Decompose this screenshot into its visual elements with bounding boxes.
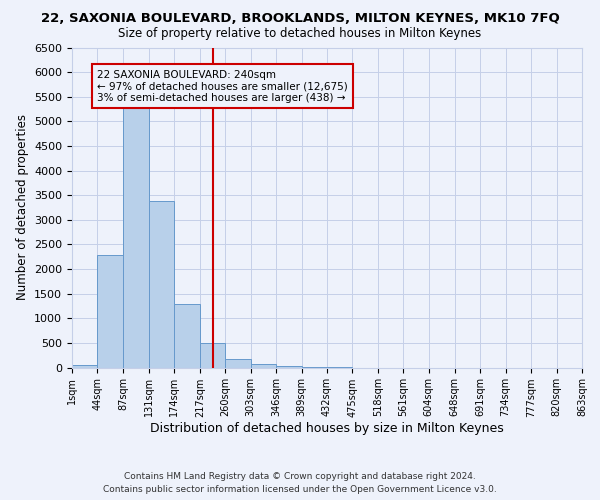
Bar — [276, 366, 302, 368]
Bar — [225, 359, 251, 368]
Bar — [149, 201, 175, 368]
Y-axis label: Number of detached properties: Number of detached properties — [16, 114, 29, 300]
Bar — [97, 256, 123, 368]
Bar — [175, 304, 200, 368]
Bar — [200, 344, 225, 367]
Bar — [123, 100, 149, 367]
X-axis label: Distribution of detached houses by size in Milton Keynes: Distribution of detached houses by size … — [150, 422, 504, 436]
Text: Size of property relative to detached houses in Milton Keynes: Size of property relative to detached ho… — [118, 28, 482, 40]
Text: 22, SAXONIA BOULEVARD, BROOKLANDS, MILTON KEYNES, MK10 7FQ: 22, SAXONIA BOULEVARD, BROOKLANDS, MILTO… — [41, 12, 559, 26]
Text: 22 SAXONIA BOULEVARD: 240sqm
← 97% of detached houses are smaller (12,675)
3% of: 22 SAXONIA BOULEVARD: 240sqm ← 97% of de… — [97, 70, 348, 103]
Bar — [251, 364, 276, 368]
Text: Contains HM Land Registry data © Crown copyright and database right 2024.
Contai: Contains HM Land Registry data © Crown c… — [103, 472, 497, 494]
Bar — [72, 365, 97, 368]
